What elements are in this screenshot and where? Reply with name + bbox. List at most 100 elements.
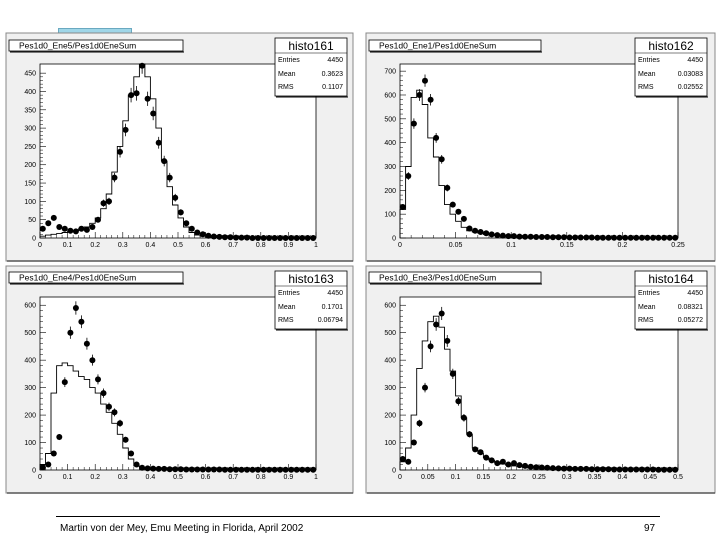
stats-mean-value: 0.08321	[678, 304, 703, 311]
x-tick-label: 0.8	[256, 474, 266, 481]
data-point	[477, 449, 484, 456]
stats-rms-label: RMS	[278, 317, 294, 324]
data-point	[538, 234, 545, 240]
data-point	[527, 233, 534, 240]
data-point	[655, 466, 662, 473]
data-point	[78, 318, 85, 325]
y-tick-label: 600	[384, 303, 396, 310]
x-tick-label: 0.4	[618, 474, 628, 481]
data-point	[238, 466, 245, 473]
y-tick-label: 500	[24, 330, 36, 337]
x-tick-label: 0.7	[228, 242, 238, 249]
data-point	[139, 62, 146, 69]
data-point	[455, 398, 462, 405]
y-tick-label: 200	[384, 413, 396, 420]
data-point	[78, 225, 85, 232]
data-point	[277, 466, 284, 473]
chart-title: Pes1d0_Ene3/Pes1d0EneSum	[379, 273, 496, 283]
x-tick-label: 0.25	[532, 474, 546, 481]
data-point	[522, 233, 529, 240]
stats-entries-value: 4450	[327, 57, 343, 64]
data-point	[416, 92, 423, 98]
data-point	[161, 465, 168, 472]
data-point	[299, 466, 306, 473]
data-point	[544, 234, 551, 240]
data-point	[155, 139, 162, 146]
data-point	[577, 465, 584, 472]
chart-title: Pes1d0_Ene1/Pes1d0EneSum	[379, 41, 496, 51]
y-tick-label: 300	[384, 385, 396, 392]
data-point	[133, 461, 140, 468]
y-tick-label: 300	[24, 126, 36, 133]
data-point	[282, 235, 289, 241]
x-tick-label: 0.7	[228, 474, 238, 481]
y-tick-label: 100	[384, 212, 396, 219]
x-tick-label: 0.3	[118, 474, 128, 481]
title-box	[8, 271, 184, 284]
x-tick-label: 0.4	[146, 242, 156, 249]
data-point	[438, 156, 445, 163]
y-tick-label: 500	[384, 116, 396, 123]
data-point	[549, 234, 556, 241]
data-point	[199, 466, 206, 473]
data-point	[72, 305, 79, 311]
data-point	[39, 464, 46, 471]
title-box	[368, 271, 542, 284]
stats-rms-value: 0.02552	[678, 84, 703, 91]
data-point	[488, 231, 495, 238]
data-point	[95, 216, 101, 223]
stats-mean-label: Mean	[638, 71, 656, 78]
title-box	[8, 39, 184, 52]
data-point	[622, 234, 629, 241]
data-point	[477, 229, 484, 235]
data-point	[449, 201, 456, 208]
data-point	[216, 233, 223, 240]
data-point	[128, 450, 135, 457]
data-point	[533, 234, 540, 240]
data-point	[655, 234, 662, 241]
stats-entries-value: 4450	[687, 57, 703, 64]
x-tick-label: 0	[398, 242, 402, 249]
data-point	[588, 466, 595, 473]
y-tick-label: 450	[24, 71, 36, 78]
data-point	[583, 234, 590, 241]
stats-mean-label: Mean	[278, 71, 296, 78]
data-point	[483, 230, 490, 237]
data-point	[39, 225, 46, 232]
data-point	[266, 235, 273, 241]
data-point	[511, 460, 517, 467]
data-point	[244, 234, 250, 241]
data-point	[566, 234, 573, 241]
data-point	[472, 446, 479, 453]
stats-rms-label: RMS	[278, 84, 294, 91]
histogram-panel-4: 0 100 200 300 400 500 600 0 0.05 0.1 0.15 0.2 0.25 0.…	[365, 265, 716, 494]
data-point	[438, 310, 445, 317]
data-point	[455, 208, 462, 215]
x-tick-label: 0.25	[671, 242, 685, 249]
data-point	[260, 466, 267, 473]
x-tick-label: 0	[398, 474, 402, 481]
x-tick-label: 0.2	[90, 242, 100, 249]
data-point	[644, 234, 651, 241]
data-point	[166, 466, 173, 473]
data-point	[67, 227, 74, 234]
x-tick-label: 0.3	[118, 242, 128, 249]
data-point	[244, 466, 250, 473]
x-tick-label: 0.6	[201, 474, 211, 481]
stats-rms-label: RMS	[638, 317, 654, 324]
data-point	[205, 232, 212, 239]
histogram-panel-1: 0 50 100 150 200 250 300 350 400 450 0 0.1 0.2 0.3 0.4…	[5, 32, 354, 262]
data-point	[221, 466, 228, 473]
data-point	[293, 466, 300, 473]
data-point	[638, 466, 645, 473]
data-point	[150, 110, 157, 117]
data-point	[172, 194, 179, 201]
x-tick-label: 0.5	[173, 242, 183, 249]
data-point	[611, 466, 618, 473]
data-point	[172, 466, 179, 473]
x-tick-label: 0.2	[618, 242, 628, 249]
stats-box	[634, 270, 708, 330]
data-point	[616, 234, 623, 241]
data-point	[304, 235, 311, 241]
